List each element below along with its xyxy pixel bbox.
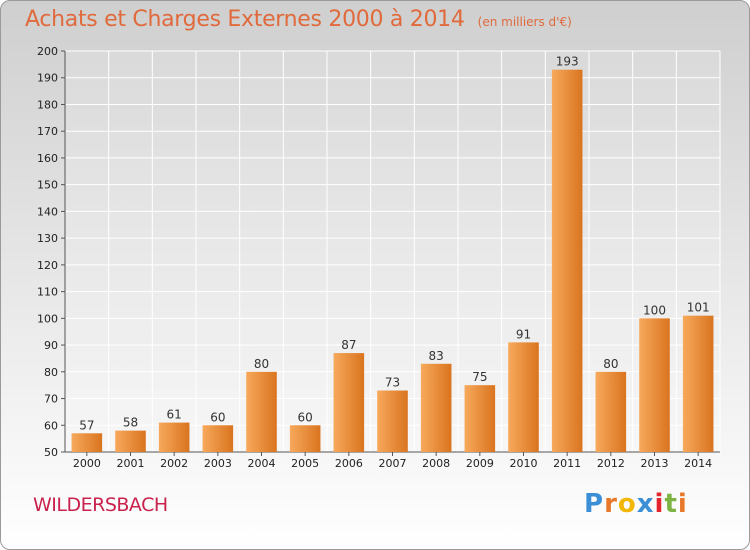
x-tick-label-2008: 2008 <box>422 457 450 470</box>
chart-subtitle: (en milliers d'€) <box>477 15 572 29</box>
brand-letter: o <box>617 489 637 519</box>
bar-2004 <box>246 371 277 452</box>
x-tick-label-2006: 2006 <box>335 457 363 470</box>
y-tick-label: 170 <box>37 125 58 138</box>
x-tick-label-2004: 2004 <box>248 457 276 470</box>
x-tick-label-2000: 2000 <box>73 457 101 470</box>
data-label-2012: 80 <box>603 357 618 371</box>
brand-letter: P <box>584 489 605 519</box>
data-label-2005: 60 <box>298 410 313 424</box>
data-labels: 57 58 61 60 80 60 87 73 83 75 91 193 80 100 101 <box>79 55 709 433</box>
bar-2002 <box>158 422 190 452</box>
bar-2014 <box>682 315 714 452</box>
y-tick-label: 140 <box>37 205 58 218</box>
x-tick-label-2002: 2002 <box>160 457 188 470</box>
brand-letter: t <box>664 489 678 519</box>
data-label-2001: 58 <box>123 416 138 430</box>
brand-letter: i <box>654 489 665 519</box>
data-label-2009: 75 <box>472 370 487 384</box>
chart-title: Achats et Charges Externes 2000 à 2014 <box>25 7 465 32</box>
y-tick-label: 120 <box>37 259 58 272</box>
bar-2007 <box>377 390 408 452</box>
bar-2013 <box>639 318 670 452</box>
y-tick-label: 150 <box>37 179 58 192</box>
title-row: Achats et Charges Externes 2000 à 2014 (… <box>25 7 572 32</box>
y-tick-label: 190 <box>37 72 58 85</box>
y-tick-label: 200 <box>37 45 58 58</box>
y-tick-label: 70 <box>44 393 58 406</box>
gridlines <box>64 50 721 453</box>
bar-2009 <box>464 385 496 452</box>
y-tick-label: 80 <box>44 366 58 379</box>
brand-letter: x <box>636 489 655 519</box>
bar-2003 <box>202 425 234 452</box>
bar-2000 <box>71 433 103 452</box>
bar-2012 <box>595 371 627 452</box>
y-tick-label: 110 <box>37 286 58 299</box>
y-tick-label: 180 <box>37 98 58 111</box>
data-label-2004: 80 <box>254 357 269 371</box>
data-label-2010: 91 <box>516 327 531 341</box>
x-tick-label-2012: 2012 <box>597 457 625 470</box>
x-tick-label-2003: 2003 <box>204 457 232 470</box>
bar-2006 <box>333 353 365 452</box>
brand-letter: i <box>677 489 688 519</box>
x-tick-label-2001: 2001 <box>117 457 145 470</box>
data-label-2006: 87 <box>341 338 356 352</box>
x-tick-label-2009: 2009 <box>466 457 494 470</box>
data-label-2011: 193 <box>556 55 579 69</box>
x-tick-label-2014: 2014 <box>684 457 712 470</box>
y-tick-label: 130 <box>37 232 58 245</box>
x-tick-label-2013: 2013 <box>641 457 669 470</box>
bar-2010 <box>508 342 539 452</box>
proxiti-logo: Proxiti <box>584 489 688 519</box>
x-tick-label-2010: 2010 <box>510 457 538 470</box>
bar-2005 <box>289 425 321 452</box>
bar-2001 <box>115 430 146 452</box>
data-label-2000: 57 <box>79 418 94 432</box>
y-tick-label: 100 <box>37 312 58 325</box>
x-tick-label-2005: 2005 <box>291 457 319 470</box>
bar-2011 <box>551 69 583 453</box>
data-label-2013: 100 <box>643 303 666 317</box>
brand-letter: r <box>604 489 618 519</box>
data-label-2007: 73 <box>385 376 400 390</box>
y-tick-label: 60 <box>44 419 58 432</box>
bars <box>71 69 714 453</box>
y-tick-label: 90 <box>44 339 58 352</box>
bar-2008 <box>420 363 452 452</box>
y-tick-label: 160 <box>37 152 58 165</box>
data-label-2003: 60 <box>210 410 225 424</box>
commune-name: WILDERSBACH <box>33 494 168 516</box>
y-tick-label: 50 <box>44 446 58 459</box>
x-tick-label-2011: 2011 <box>553 457 581 470</box>
x-tick-label-2007: 2007 <box>379 457 407 470</box>
data-label-2002: 61 <box>167 408 182 422</box>
data-label-2008: 83 <box>429 349 444 363</box>
data-label-2014: 101 <box>687 301 710 315</box>
